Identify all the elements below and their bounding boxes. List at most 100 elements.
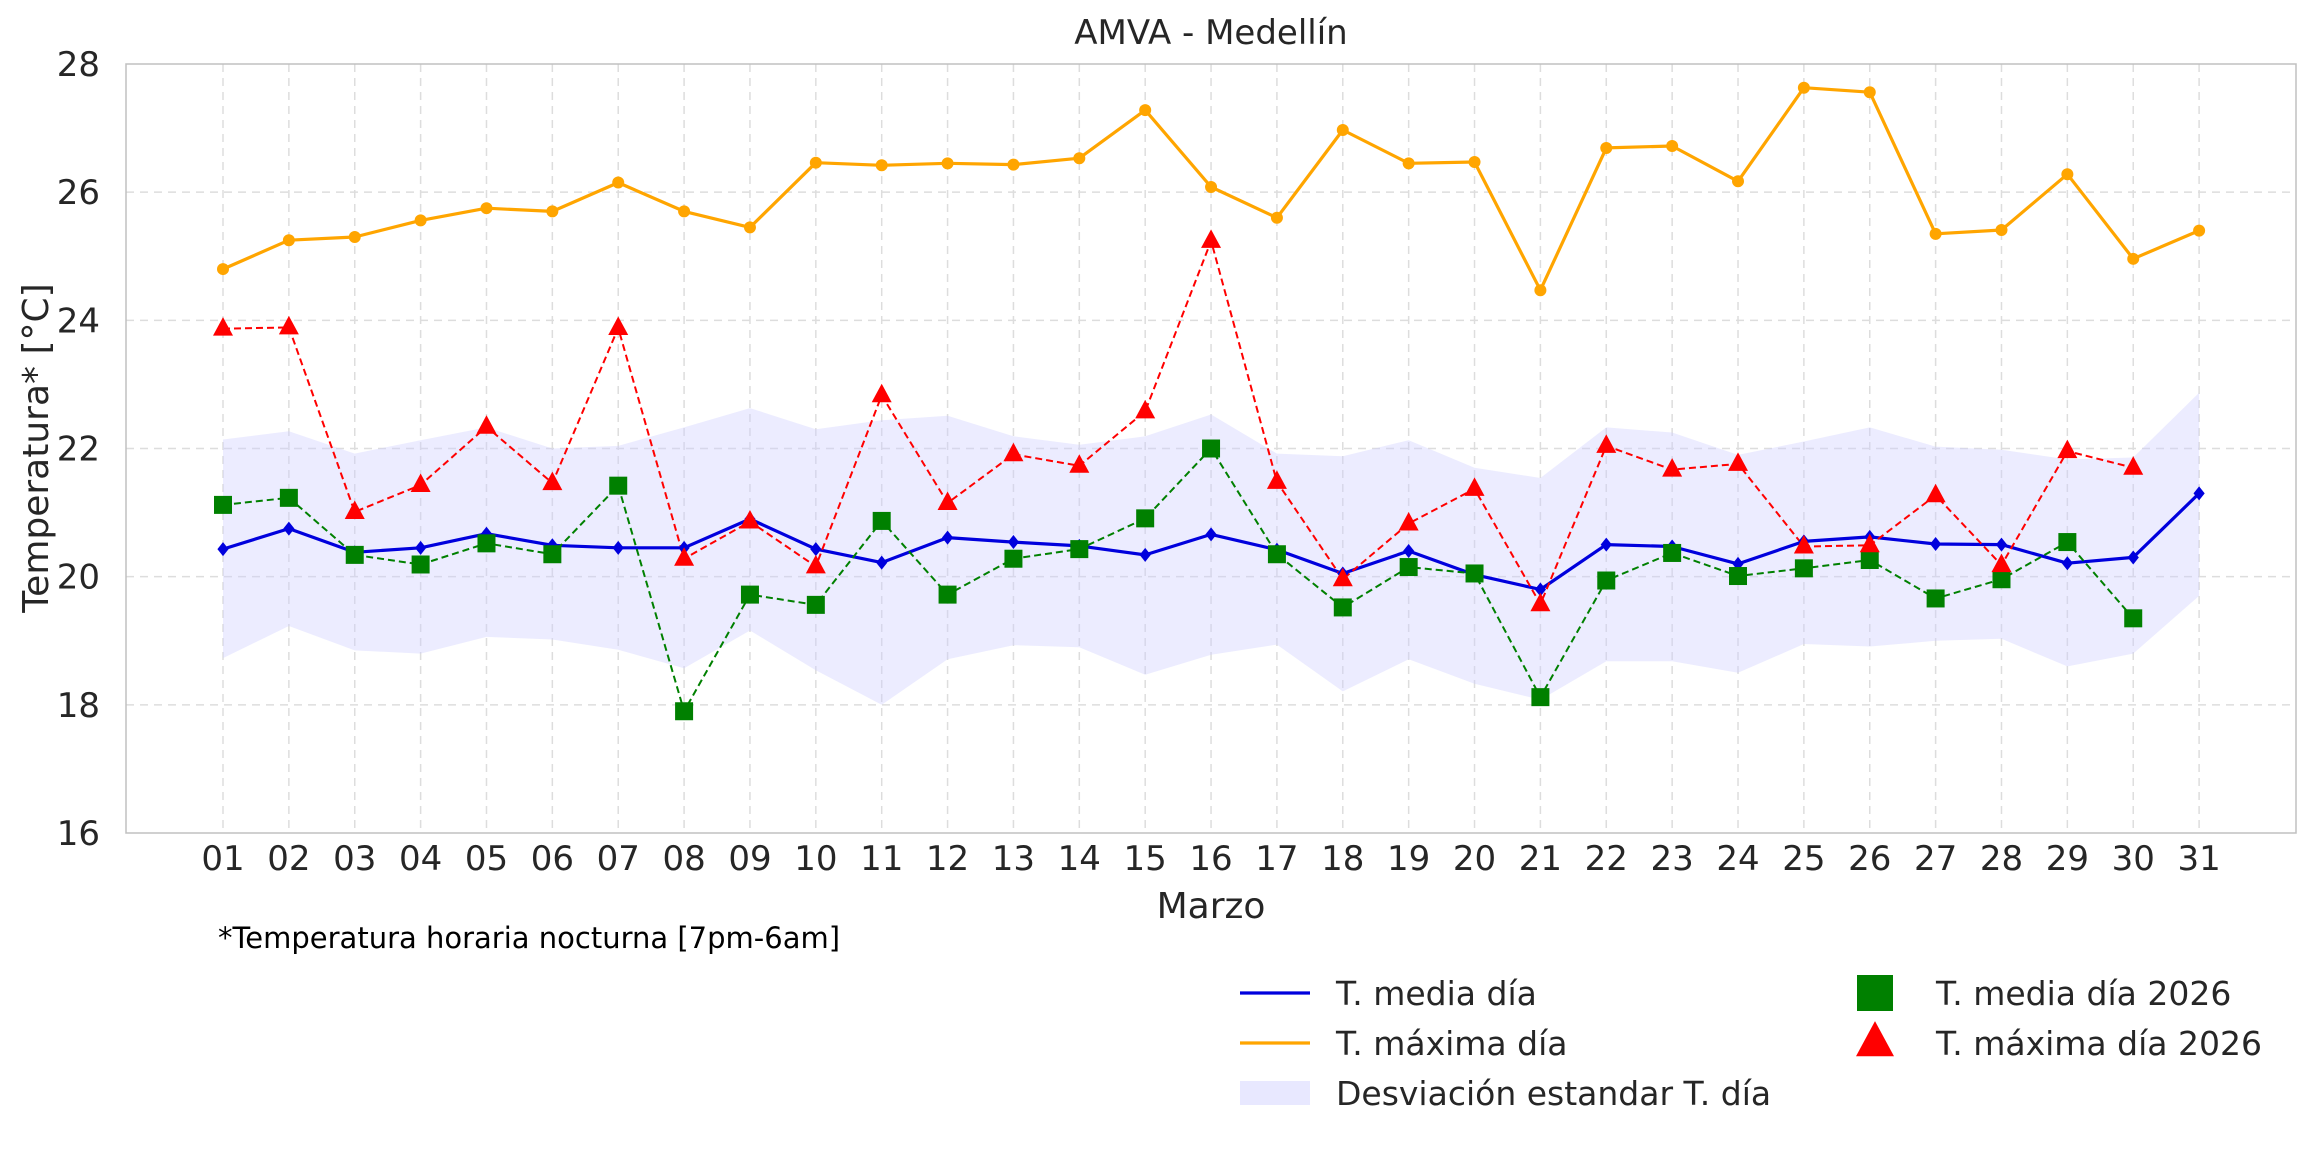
- series-point-1: [1929, 227, 1942, 240]
- y-tick-label: 26: [57, 173, 100, 213]
- series-point-1: [875, 159, 888, 172]
- x-tick-label: 31: [2177, 839, 2220, 879]
- series-point-3: [214, 495, 232, 514]
- series-dashed-line-3: [222, 446, 2134, 714]
- series-point-4: [213, 317, 233, 336]
- x-tick-label: 07: [597, 839, 640, 879]
- series-point-1: [1732, 175, 1745, 188]
- x-tick-label: 12: [926, 839, 969, 879]
- series-point-1: [678, 205, 691, 218]
- legend-label: T. media día: [1335, 974, 1537, 1013]
- series-point-1: [809, 156, 822, 169]
- series-point-1: [217, 263, 229, 276]
- series-point-3: [1531, 688, 1550, 707]
- legend-swatch: [1857, 975, 1893, 1011]
- legend-label: Desviación estandar T. día: [1336, 1074, 1771, 1113]
- series-point-0: [1205, 527, 1217, 542]
- series-point-1: [1205, 181, 1218, 194]
- series-point-4: [1925, 483, 1946, 503]
- series-point-1: [1600, 141, 1613, 154]
- legend-swatch: [1240, 1081, 1310, 1105]
- series-point-0: [941, 530, 954, 545]
- x-tick-label: 28: [1980, 839, 2023, 879]
- series-point-1: [1336, 124, 1349, 137]
- series-point-3: [938, 585, 957, 604]
- std-deviation-band: [223, 392, 2200, 705]
- x-tick-label: 04: [399, 839, 442, 879]
- y-tick-label: 22: [57, 430, 100, 470]
- series-point-3: [1267, 545, 1286, 564]
- series-point-1: [941, 157, 954, 170]
- series-point-1: [2127, 252, 2140, 265]
- series-point-3: [345, 545, 364, 564]
- series-point-3: [1992, 570, 2011, 589]
- series-point-4: [937, 491, 958, 510]
- series-point-3: [806, 595, 825, 614]
- series-point-3: [1136, 509, 1155, 528]
- series-point-3: [1399, 558, 1418, 577]
- series-point-4: [1728, 452, 1749, 471]
- series-point-0: [1732, 556, 1744, 571]
- series-point-0: [2127, 550, 2139, 565]
- series-point-4: [1464, 477, 1485, 496]
- series-point-1: [2193, 224, 2206, 237]
- series-point-4: [805, 554, 826, 574]
- series-point-3: [1926, 589, 1945, 608]
- x-tick-label: 13: [992, 839, 1035, 879]
- x-tick-label: 21: [1519, 839, 1562, 879]
- x-tick-label: 20: [1453, 839, 1496, 879]
- series-point-3: [1794, 559, 1813, 578]
- series-point-4: [1201, 229, 1222, 248]
- series-point-3: [675, 702, 694, 721]
- x-tick-label: 05: [465, 839, 508, 879]
- x-tick-label: 17: [1255, 839, 1298, 879]
- series-point-3: [279, 488, 298, 507]
- series-point-1: [546, 205, 559, 218]
- marker-layer: [213, 81, 2206, 721]
- series-point-1: [1468, 156, 1481, 169]
- series-point-3: [543, 545, 562, 564]
- y-tick-label: 28: [57, 45, 100, 85]
- series-point-4: [674, 547, 695, 566]
- series-point-4: [542, 471, 563, 491]
- series-point-1: [1863, 86, 1876, 99]
- series-point-1: [348, 231, 361, 244]
- legend-label: T. máxima día: [1335, 1024, 1567, 1063]
- x-tick-label: 25: [1782, 839, 1825, 879]
- legend-item: T. media día: [1240, 974, 1537, 1013]
- legend-item: Desviación estandar T. día: [1240, 1074, 1771, 1113]
- series-point-0: [612, 540, 624, 555]
- series-point-3: [1004, 549, 1023, 568]
- x-tick-label: 30: [2112, 839, 2155, 879]
- series-point-3: [477, 534, 496, 553]
- series-point-1: [414, 214, 427, 227]
- x-tick-label: 29: [2046, 839, 2089, 879]
- series-point-3: [1729, 567, 1748, 586]
- grid: [126, 64, 2296, 833]
- series-point-3: [1860, 551, 1879, 570]
- x-tick-label: 19: [1387, 839, 1430, 879]
- series-point-4: [476, 415, 497, 434]
- x-axis-label: Marzo: [1157, 886, 1266, 927]
- series-point-1: [1139, 104, 1152, 117]
- x-tick-label: 11: [860, 839, 903, 879]
- series-dashed-line-4: [222, 237, 2134, 607]
- series-point-4: [871, 383, 892, 403]
- y-tick-label: 18: [57, 686, 100, 726]
- series-point-4: [1398, 511, 1419, 531]
- series-point-1: [480, 202, 493, 215]
- series-point-1: [1995, 223, 2008, 236]
- x-tick-label: 09: [728, 839, 771, 879]
- x-tick-label: 26: [1848, 839, 1891, 879]
- x-tick-label: 18: [1321, 839, 1364, 879]
- series-point-1: [1007, 158, 1020, 171]
- series-point-3: [2058, 533, 2077, 552]
- legend-swatch: [1856, 1021, 1894, 1057]
- series-point-3: [609, 476, 628, 495]
- chart-title: AMVA - Medellín: [1074, 13, 1347, 53]
- y-axis-label: Temperatura* [°C]: [16, 283, 57, 613]
- x-tick-label: 08: [662, 839, 705, 879]
- series-point-3: [872, 511, 891, 530]
- series-point-4: [1332, 567, 1353, 587]
